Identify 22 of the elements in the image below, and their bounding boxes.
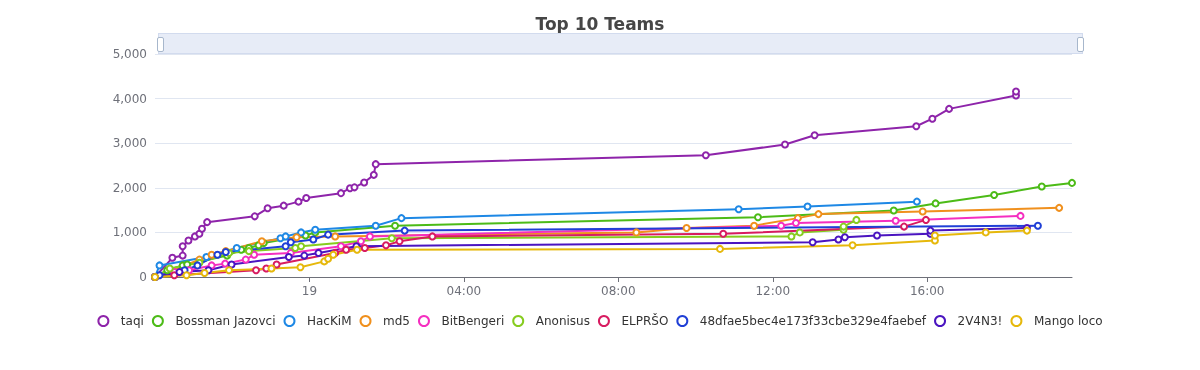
legend-label: md5 xyxy=(383,314,410,328)
x-tick-label: 08:00 xyxy=(601,284,636,298)
x-tick-label: 16:00 xyxy=(909,284,945,298)
legend-label: Bossman Jazovci xyxy=(175,314,276,328)
y-tick-label: 5,000 xyxy=(112,47,147,61)
y-tick-label: 3,000 xyxy=(112,136,147,151)
legend-label: 48dfae5bec4e173f33cbe329e4faebef xyxy=(699,314,927,328)
y-tick-label: 4,000 xyxy=(112,91,147,106)
legend-label: 2V4N3! xyxy=(957,314,1003,328)
legend-label: Anonisus xyxy=(535,314,590,328)
legend-label: BitBengeri xyxy=(441,314,505,328)
legend-label: Mango loco xyxy=(1033,314,1103,328)
y-tick-label: 0 xyxy=(139,270,147,284)
legend-label: ELPRŠO xyxy=(621,313,669,328)
chart-title: Top 10 Teams xyxy=(535,13,665,34)
x-tick-label: 19 xyxy=(301,284,318,298)
x-tick-label: 04:00 xyxy=(446,284,482,298)
x-tick-label: 12:00 xyxy=(755,284,791,298)
legend-label: HacKiM xyxy=(306,314,352,328)
legend-label: taqi xyxy=(120,314,144,328)
y-tick-label: 2,000 xyxy=(112,180,147,195)
y-tick-label: 1,000 xyxy=(112,225,147,240)
